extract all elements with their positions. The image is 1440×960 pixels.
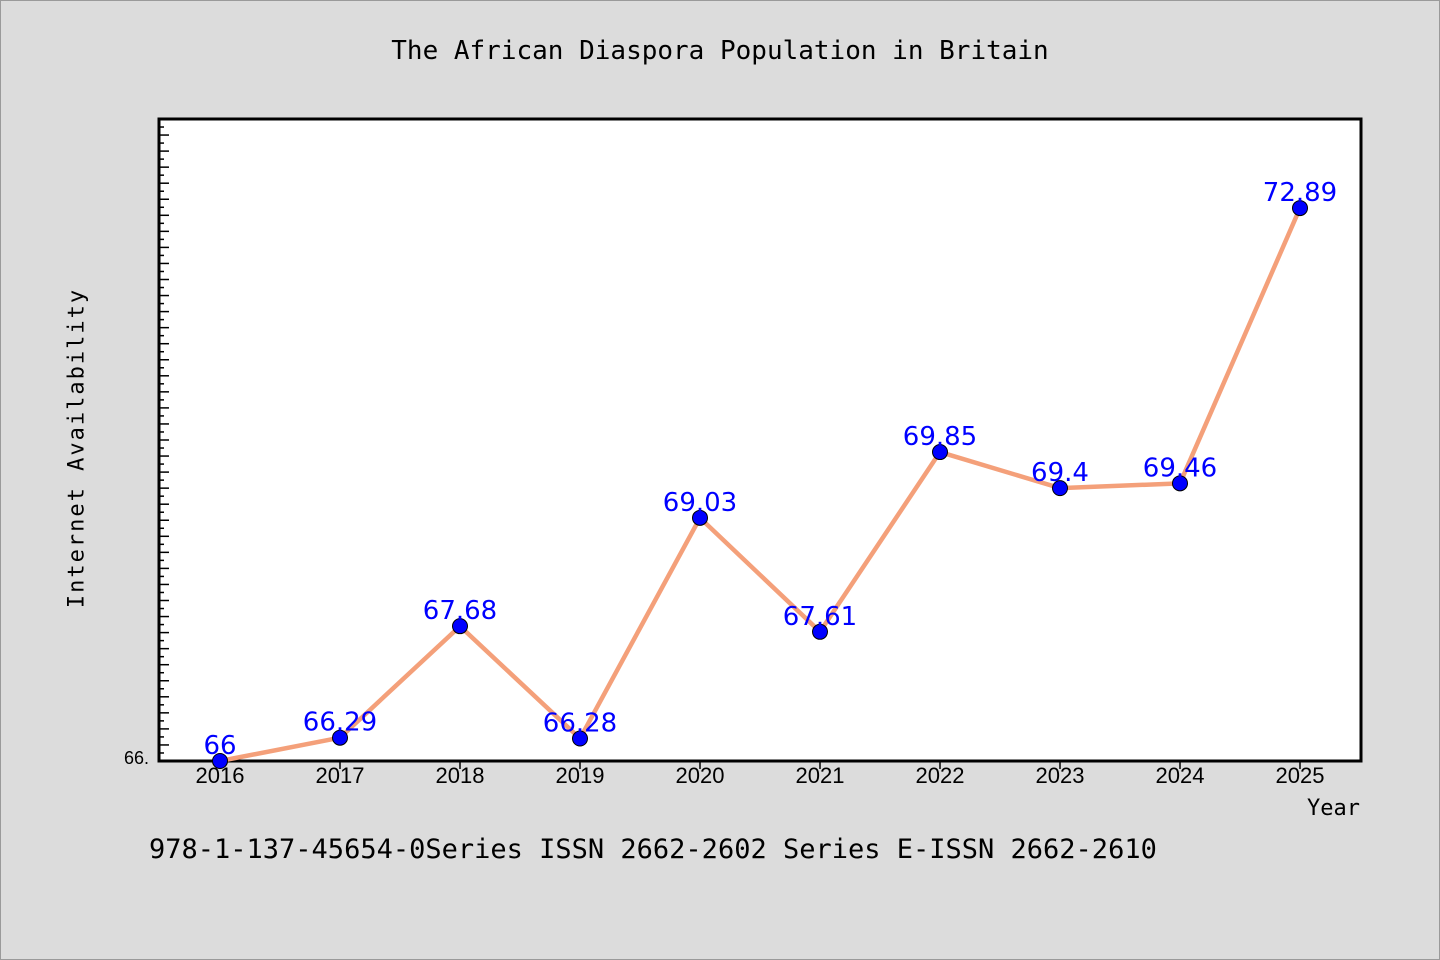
plot-area	[157, 117, 1363, 763]
data-point	[1052, 480, 1068, 497]
data-point	[572, 730, 588, 747]
data-label: 66.28	[543, 709, 617, 739]
x-tick-label: 2023	[1036, 763, 1085, 788]
data-label: 69.4	[1031, 458, 1089, 488]
data-point	[1172, 475, 1188, 492]
y-tick-label: 66.	[124, 748, 150, 768]
x-tick-label: 2017	[316, 763, 365, 788]
x-tick-label: 2025	[1276, 763, 1325, 788]
data-label: 69.85	[903, 422, 977, 452]
data-markers	[212, 200, 1308, 769]
y-axis-ticks	[159, 118, 169, 762]
isbn-issn-footnote: 978-1-137-45654-0Series ISSN 2662-2602 S…	[149, 834, 1157, 865]
x-tick-label: 2019	[556, 763, 605, 788]
data-label: 72.89	[1263, 178, 1337, 208]
x-tick-label: 2021	[796, 763, 845, 788]
data-labels: 66 66.29 67.68 66.28 69.03 67.61 69.85 69.4 69.4…	[203, 178, 1337, 761]
data-label: 67.61	[783, 602, 857, 632]
x-tick-label: 2016	[196, 763, 245, 788]
x-tick-label: 2022	[916, 763, 965, 788]
data-point	[812, 623, 828, 640]
x-tick-label: 2024	[1156, 763, 1205, 788]
x-tick-label: 2018	[436, 763, 485, 788]
data-point	[1292, 200, 1308, 217]
data-point	[212, 753, 228, 769]
data-point	[452, 618, 468, 635]
data-point	[332, 729, 348, 746]
data-label: 69.03	[663, 488, 737, 518]
series-line	[219, 207, 1303, 764]
data-label: 69.46	[1143, 453, 1217, 483]
data-label: 66	[203, 731, 236, 761]
chart-title: The African Diaspora Population in Brita…	[391, 36, 1049, 66]
data-label: 66.29	[303, 708, 377, 738]
data-point	[932, 444, 948, 461]
x-tick-labels: 2016 2017 2018 2019 2020 2021 2022 2023 2024 2025	[196, 763, 1325, 788]
data-label: 67.68	[423, 596, 497, 626]
data-point	[692, 509, 708, 526]
x-tick-label: 2020	[676, 763, 725, 788]
x-axis-label: Year	[1307, 796, 1360, 821]
